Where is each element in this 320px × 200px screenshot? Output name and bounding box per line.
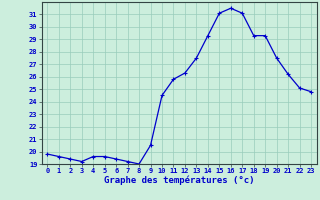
X-axis label: Graphe des températures (°c): Graphe des températures (°c)	[104, 176, 254, 185]
